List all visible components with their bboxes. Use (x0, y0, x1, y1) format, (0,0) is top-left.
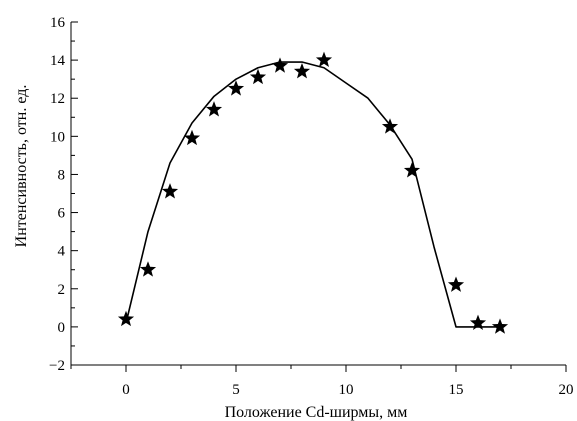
y-tick-label: 16 (50, 15, 66, 31)
y-tick-label: −2 (49, 358, 65, 374)
y-axis-label: Интенсивность, отн. ед. (13, 85, 30, 248)
axes (70, 22, 566, 366)
x-tick-label: 15 (449, 382, 464, 398)
star-marker (381, 118, 399, 134)
star-marker (205, 101, 223, 117)
y-tick-label: 6 (58, 206, 66, 222)
star-marker (117, 310, 135, 327)
x-tick-label: 20 (559, 382, 574, 398)
x-tick-label: 0 (122, 382, 130, 398)
star-marker (139, 261, 157, 277)
y-tick-label: 10 (50, 129, 65, 145)
x-axis-label: Положение Cd-ширмы, мм (225, 404, 408, 421)
star-marker (447, 276, 465, 292)
y-tick-label: 8 (58, 167, 66, 183)
star-marker (469, 314, 487, 330)
y-tick-label: 14 (50, 53, 66, 69)
series-layer (117, 51, 509, 334)
y-tick-label: 2 (58, 282, 66, 298)
star-marker (249, 68, 267, 85)
star-marker (271, 57, 289, 73)
star-marker (183, 129, 201, 146)
y-tick-label: 4 (58, 244, 66, 260)
star-marker (227, 80, 245, 96)
y-tick-label: 12 (50, 91, 65, 107)
x-tick-label: 10 (339, 382, 354, 398)
star-marker (161, 183, 179, 199)
star-marker (293, 63, 311, 79)
series-line (125, 61, 500, 328)
star-marker (491, 318, 509, 334)
x-tick-label: 5 (232, 382, 240, 398)
ticks: −2 0 2 4 6 8 10 12 14 16 0 5 10 15 20 (49, 15, 573, 398)
y-tick-label: 0 (58, 320, 66, 336)
star-marker (403, 162, 421, 178)
star-marker (315, 51, 333, 67)
